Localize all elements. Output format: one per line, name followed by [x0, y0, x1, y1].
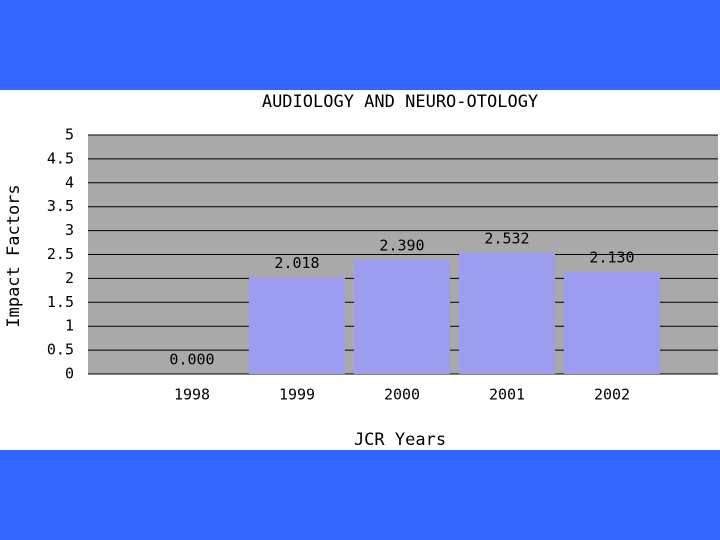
value-label: 2.018: [274, 254, 319, 272]
bar: [249, 277, 345, 374]
y-tick-label: 4: [65, 173, 74, 191]
value-label: 2.130: [589, 249, 634, 267]
value-label: 0.000: [169, 351, 214, 369]
y-tick-label: 5: [65, 126, 74, 144]
y-tick-label: 1: [65, 317, 74, 335]
y-tick-label: 2: [65, 269, 74, 287]
y-axis-label: Impact Factors: [4, 184, 24, 327]
x-tick-label: 1998: [174, 386, 210, 404]
y-tick-label: 3: [65, 221, 74, 239]
bottom-band: [0, 450, 720, 540]
y-tick-label: 1.5: [47, 293, 74, 311]
y-tick-label: 0: [65, 365, 74, 383]
x-tick-label: 2000: [384, 386, 420, 404]
top-band: [0, 0, 720, 90]
bar: [354, 259, 450, 374]
y-tick-label: 3.5: [47, 197, 74, 215]
y-tick-label: 0.5: [47, 341, 74, 359]
bar: [459, 252, 555, 374]
x-axis-label: JCR Years: [354, 430, 446, 450]
x-tick-label: 2002: [594, 386, 630, 404]
bar: [564, 272, 660, 374]
y-tick-label: 2.5: [47, 245, 74, 263]
x-tick-label: 2001: [489, 386, 525, 404]
y-tick-label: 4.5: [47, 149, 74, 167]
chart-title: AUDIOLOGY AND NEURO-OTOLOGY: [262, 92, 538, 112]
value-label: 2.390: [379, 236, 424, 254]
value-label: 2.532: [484, 229, 529, 247]
x-tick-label: 1999: [279, 386, 315, 404]
